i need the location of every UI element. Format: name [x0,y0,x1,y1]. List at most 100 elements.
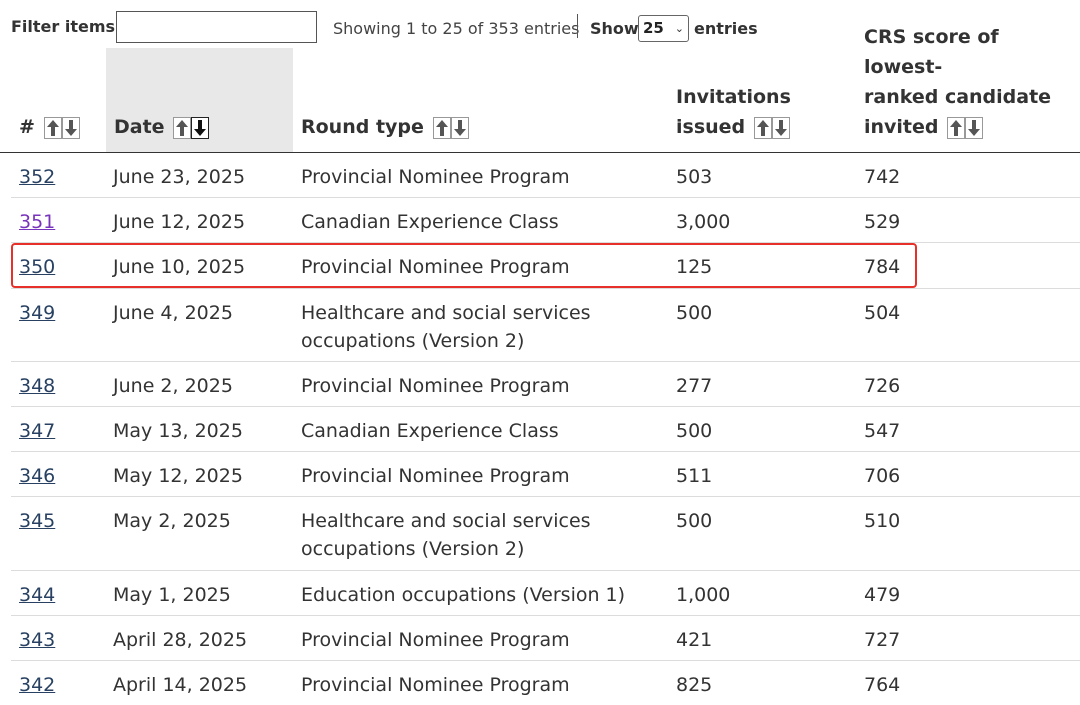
table-row: 346 May 12, 2025 Provincial Nominee Prog… [11,452,1080,497]
invitations-issued: 125 [676,256,713,278]
draw-date: May 1, 2025 [113,584,231,606]
draw-number-link[interactable]: 343 [19,629,56,651]
invitations-issued: 277 [676,375,713,397]
table-row: 349 June 4, 2025 Healthcare and social s… [11,289,1080,362]
draw-number-link[interactable]: 349 [19,302,56,324]
draw-date: May 12, 2025 [113,465,243,487]
table-row: 347 May 13, 2025 Canadian Experience Cla… [11,407,1080,452]
sort-descending-icon[interactable] [965,116,984,139]
round-type: Healthcare and social services occupatio… [301,299,591,355]
draw-date: June 10, 2025 [113,256,246,278]
sort-descending-active-icon[interactable] [191,116,210,139]
crs-score: 706 [864,465,901,487]
page-size-select[interactable]: 25 ⌄ [638,15,689,42]
crs-score: 504 [864,302,901,324]
sort-ascending-icon[interactable] [432,116,451,139]
page-size-value: 25 [643,19,664,37]
draw-number-link[interactable]: 350 [19,256,56,278]
entries-info: Showing 1 to 25 of 353 entries [333,19,580,38]
filter-input[interactable] [116,11,317,43]
crs-score: 742 [864,166,901,188]
column-label-num: # [19,115,35,138]
highlight-box [11,243,917,288]
chevron-down-icon: ⌄ [674,22,684,35]
round-type-line2: occupations (Version 2) [301,330,525,352]
table-row: 351 June 12, 2025 Canadian Experience Cl… [11,198,1080,243]
round-type-line1: Healthcare and social services [301,302,591,324]
table-controls: Filter items Showing 1 to 25 of 353 entr… [0,0,1080,48]
separator [577,14,578,38]
table-row: 345 May 2, 2025 Healthcare and social se… [11,497,1080,571]
sort-descending-icon[interactable] [771,116,790,139]
sort-controls-num [43,112,80,142]
crs-score: 784 [864,256,901,278]
draw-number-link[interactable]: 344 [19,584,56,606]
filter-label: Filter items [11,17,116,36]
crs-score: 547 [864,420,901,442]
column-header-num[interactable]: # [19,112,80,143]
sort-controls-invitations [753,112,790,142]
round-type-line2: occupations (Version 2) [301,538,525,560]
column-label-round-type: Round type [301,115,424,138]
draw-number-link[interactable]: 345 [19,510,56,532]
draw-date: June 2, 2025 [113,375,233,397]
column-header-crs[interactable]: CRS score of lowest- ranked candidate in… [864,22,1080,143]
draw-date: April 14, 2025 [113,674,248,696]
draw-date: April 28, 2025 [113,629,248,651]
sort-ascending-icon[interactable] [753,116,772,139]
round-type: Provincial Nominee Program [301,256,570,278]
invitations-issued: 500 [676,302,713,324]
table-row: 343 April 28, 2025 Provincial Nominee Pr… [11,616,1080,661]
draw-number-link[interactable]: 347 [19,420,56,442]
sort-controls-date [173,112,210,142]
invitations-issued: 1,000 [676,584,731,606]
round-type: Education occupations (Version 1) [301,584,626,606]
invitations-issued: 3,000 [676,211,731,233]
column-label-crs-line2: ranked candidate [864,85,1052,108]
round-type: Provincial Nominee Program [301,629,570,651]
sort-descending-icon[interactable] [450,116,469,139]
crs-score: 726 [864,375,901,397]
round-type: Provincial Nominee Program [301,166,570,188]
round-type: Canadian Experience Class [301,420,559,442]
column-header-round-type[interactable]: Round type [301,112,469,143]
table-row: 352 June 23, 2025 Provincial Nominee Pro… [11,153,1080,198]
table-row: 350 June 10, 2025 Provincial Nominee Pro… [11,243,1080,289]
draw-number-link[interactable]: 346 [19,465,56,487]
show-label: Show [590,19,639,38]
draw-number-link[interactable]: 351 [19,211,56,233]
draw-date: May 13, 2025 [113,420,243,442]
column-header-date[interactable]: Date [114,112,210,143]
invitations-issued: 503 [676,166,713,188]
sort-ascending-icon[interactable] [43,116,62,139]
invitations-issued: 421 [676,629,713,651]
round-type: Provincial Nominee Program [301,674,570,696]
round-type: Canadian Experience Class [301,211,559,233]
draw-date: June 4, 2025 [113,302,233,324]
crs-score: 764 [864,674,901,696]
invitations-issued: 500 [676,510,713,532]
draw-date: June 23, 2025 [113,166,246,188]
round-type-line1: Healthcare and social services [301,510,591,532]
draw-number-link[interactable]: 342 [19,674,56,696]
sort-descending-icon[interactable] [61,116,80,139]
round-type: Healthcare and social services occupatio… [301,507,591,563]
column-label-crs-line1: CRS score of lowest- [864,25,999,78]
invitations-issued: 511 [676,465,713,487]
table-row: 344 May 1, 2025 Education occupations (V… [11,571,1080,616]
column-header-invitations[interactable]: Invitations issued [676,82,791,143]
sort-ascending-icon[interactable] [173,116,192,139]
column-label-date: Date [114,115,165,138]
sort-controls-round-type [432,112,469,142]
sort-ascending-icon[interactable] [947,116,966,139]
round-type: Provincial Nominee Program [301,375,570,397]
draw-number-link[interactable]: 348 [19,375,56,397]
crs-score: 510 [864,510,901,532]
draw-date: June 12, 2025 [113,211,246,233]
draw-date: May 2, 2025 [113,510,231,532]
column-label-invitations-line1: Invitations [676,85,791,108]
column-label-invitations-line2: issued [676,115,746,138]
table-header: # Date Round type Invitations issued CRS… [0,26,1080,153]
crs-score: 727 [864,629,901,651]
draw-number-link[interactable]: 352 [19,166,56,188]
